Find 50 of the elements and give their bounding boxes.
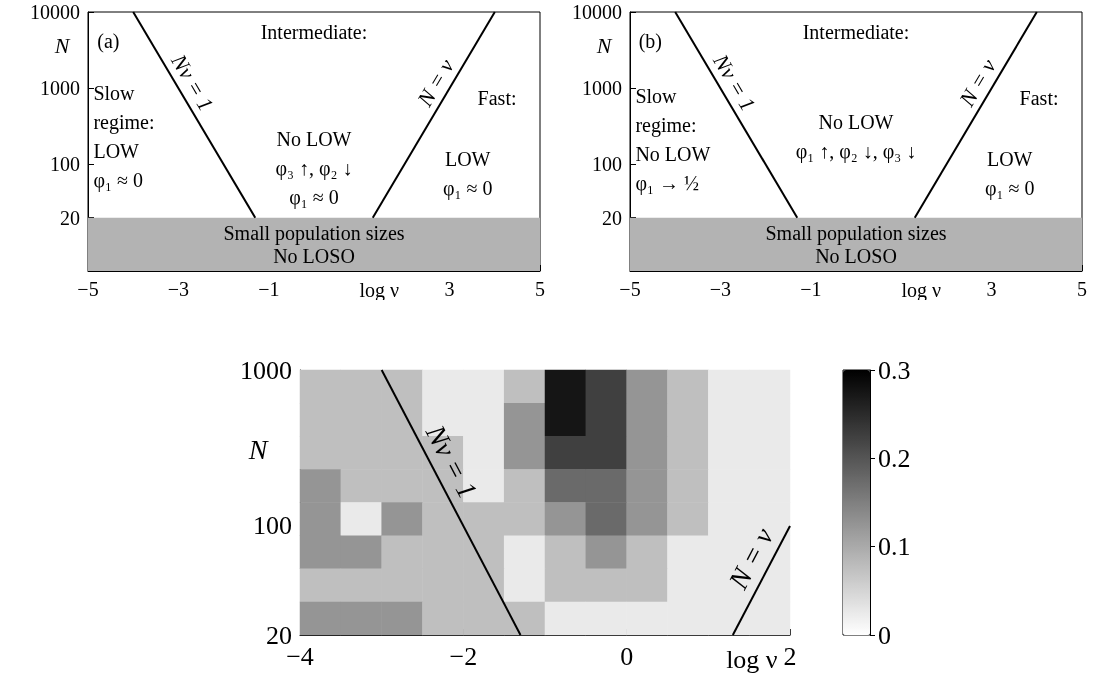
text: Nν = 1 bbox=[165, 48, 219, 116]
annotation: (a) bbox=[97, 29, 120, 53]
y-tick-label: 20 bbox=[602, 206, 622, 229]
y-tick-label: 100 bbox=[253, 511, 292, 541]
x-tick-label: −1 bbox=[800, 278, 822, 300]
y-tick-label: 20 bbox=[266, 620, 292, 650]
y-tick-label: 1000 bbox=[240, 355, 292, 385]
text: N = ν bbox=[411, 54, 460, 112]
x-tick-label: 5 bbox=[1077, 278, 1087, 300]
text: N = ν bbox=[953, 54, 1002, 112]
band-label: Small population sizes No LOSO bbox=[765, 221, 947, 267]
annotation: Intermediate: bbox=[802, 21, 910, 44]
x-tick-label: 3 bbox=[986, 278, 997, 300]
annotation: Intermediate: bbox=[260, 21, 368, 44]
x-tick-label: 3 bbox=[444, 278, 455, 300]
y-tick-label: 1000 bbox=[582, 77, 622, 100]
y-tick-label: 100 bbox=[50, 153, 80, 176]
annotation: Slow regime: LOW φ₁ ≈ 0 bbox=[93, 82, 155, 193]
x-tick-label: −5 bbox=[619, 278, 641, 300]
y-tick-label: 1000 bbox=[40, 77, 80, 100]
x-tick-label: −3 bbox=[167, 278, 190, 300]
x-tick-label: −2 bbox=[449, 641, 478, 671]
annotation: LOW φ₁ ≈ 0 bbox=[984, 147, 1035, 200]
y-tick-label: 10000 bbox=[572, 1, 622, 23]
annotation: (b) bbox=[638, 29, 662, 53]
text: N = ν bbox=[721, 522, 780, 595]
color-bar-label: 0 bbox=[878, 620, 891, 650]
annotation: Fast: bbox=[1019, 86, 1059, 109]
y-tick-label: 100 bbox=[592, 153, 622, 176]
y-axis-title: N bbox=[595, 33, 613, 59]
annotation: Fast: bbox=[477, 86, 517, 109]
color-bar-label: 0.1 bbox=[878, 532, 911, 562]
color-bar-label: 0.3 bbox=[878, 355, 911, 385]
text: Nν = 1 bbox=[419, 419, 484, 504]
x-tick-label: −3 bbox=[709, 278, 732, 300]
annotation: LOW φ₁ ≈ 0 bbox=[442, 147, 493, 200]
y-axis-title: N bbox=[247, 434, 269, 465]
y-axis-title: N bbox=[53, 33, 71, 59]
y-tick-label: 20 bbox=[60, 206, 80, 229]
x-tick-label: 5 bbox=[535, 278, 545, 300]
band-label: Small population sizes No LOSO bbox=[223, 221, 405, 267]
annotation: No LOW φ₁ ↑, φ₂ ↓, φ₃ ↓ bbox=[795, 111, 917, 164]
x-tick-label: 2 bbox=[783, 641, 797, 671]
x-tick-label: −1 bbox=[258, 278, 280, 300]
color-bar-label: 0.2 bbox=[878, 443, 911, 473]
x-tick-label: −5 bbox=[77, 278, 99, 300]
x-axis-title: log ν bbox=[726, 645, 778, 675]
annotation: No LOW φ₃ ↑, φ₂ ↓ φ₁ ≈ 0 bbox=[275, 128, 353, 209]
x-tick-label: 0 bbox=[620, 641, 634, 671]
y-tick-label: 10000 bbox=[30, 1, 80, 23]
